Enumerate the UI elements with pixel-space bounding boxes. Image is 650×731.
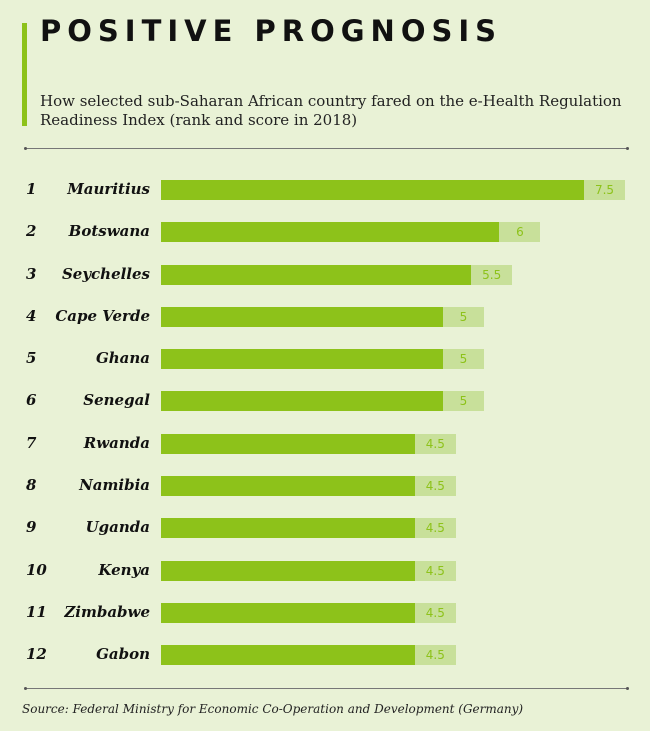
value-label: 4.5 <box>414 560 456 581</box>
bar-row: 10 Kenya 4.5 <box>0 550 650 592</box>
category-label: Botswana <box>68 222 150 241</box>
chart-subtitle: How selected sub-Saharan African country… <box>40 92 622 129</box>
title-accent-bar <box>22 23 27 126</box>
bar <box>161 391 443 412</box>
bar-row: 5 Ghana 5 <box>0 338 650 380</box>
bar <box>161 602 415 623</box>
rank-label: 6 <box>26 391 37 410</box>
rank-label: 10 <box>26 560 47 579</box>
category-label: Zimbabwe <box>64 602 150 621</box>
bar-row: 1 Mauritius 7.5 <box>0 169 650 211</box>
value-label: 6 <box>499 222 541 243</box>
value-label: 5 <box>443 306 484 327</box>
value-label: 5.5 <box>471 264 513 285</box>
category-label: Ghana <box>95 349 150 368</box>
category-label: Gabon <box>96 645 150 664</box>
value-label: 7.5 <box>584 180 625 200</box>
rank-label: 8 <box>26 476 37 495</box>
value-label: 4.5 <box>414 476 456 497</box>
value-label: 4.5 <box>414 518 456 539</box>
category-label: Uganda <box>85 518 150 537</box>
top-divider <box>24 147 629 150</box>
bar-chart: 1 Mauritius 7.5 2 Botswana 6 3 Seychelles 5.5 4 Ca… <box>0 169 650 677</box>
bar-row: 12 Gabon 4.5 <box>0 634 650 676</box>
category-label: Namibia <box>79 476 150 495</box>
bar-row: 6 Senegal 5 <box>0 380 650 422</box>
bar-row: 3 Seychelles 5.5 <box>0 254 650 296</box>
category-label: Seychelles <box>61 264 150 283</box>
bar-row: 2 Botswana 6 <box>0 211 650 253</box>
category-label: Cape Verde <box>55 306 150 325</box>
bar <box>161 560 415 581</box>
bar <box>161 180 584 200</box>
bar <box>161 645 415 666</box>
rank-label: 12 <box>26 645 47 664</box>
rank-label: 2 <box>26 222 37 241</box>
rank-label: 11 <box>26 602 47 621</box>
bar <box>161 433 415 454</box>
category-label: Senegal <box>83 391 150 410</box>
bar-row: 8 Namibia 4.5 <box>0 465 650 507</box>
value-label: 5 <box>443 391 484 412</box>
rank-label: 7 <box>26 433 37 452</box>
bottom-divider <box>24 687 629 690</box>
bar <box>161 349 443 370</box>
bar <box>161 306 443 327</box>
bar-row: 9 Uganda 4.5 <box>0 507 650 549</box>
category-label: Mauritius <box>67 180 150 198</box>
bar-row: 11 Zimbabwe 4.5 <box>0 592 650 634</box>
bar <box>161 264 472 285</box>
bar <box>161 222 500 243</box>
rank-label: 5 <box>26 349 37 368</box>
bar <box>161 476 415 497</box>
bar-row: 4 Cape Verde 5 <box>0 296 650 338</box>
rank-label: 3 <box>26 264 37 283</box>
value-label: 4.5 <box>414 645 456 666</box>
value-label: 4.5 <box>414 602 456 623</box>
rank-label: 1 <box>26 180 37 198</box>
bar <box>161 518 415 539</box>
rank-label: 9 <box>26 518 37 537</box>
source-note: Source: Federal Ministry for Economic Co… <box>22 702 524 716</box>
value-label: 5 <box>443 349 484 370</box>
category-label: Kenya <box>98 560 150 579</box>
rank-label: 4 <box>26 306 37 325</box>
category-label: Rwanda <box>83 433 150 452</box>
chart-title: POSITIVE PROGNOSIS <box>40 14 503 48</box>
value-label: 4.5 <box>414 433 456 454</box>
bar-row: 7 Rwanda 4.5 <box>0 423 650 465</box>
